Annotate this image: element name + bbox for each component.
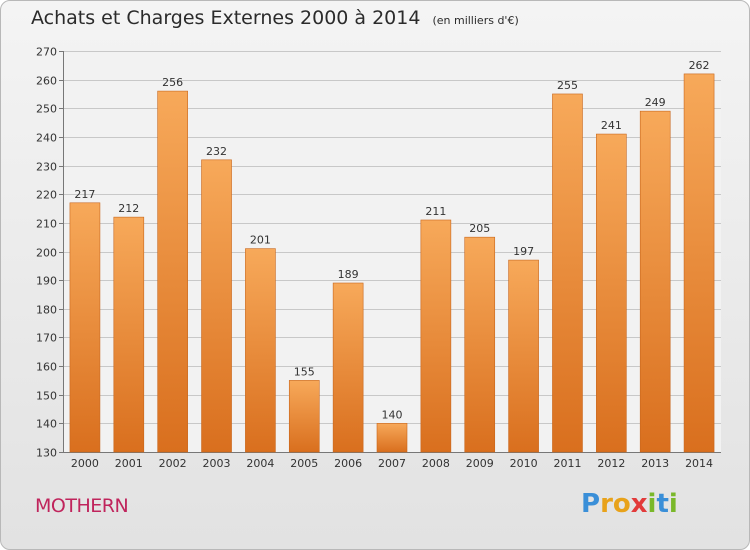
proxiti-logo: Proxiti xyxy=(581,489,678,519)
data-label: 140 xyxy=(382,408,403,421)
x-tick-label: 2000 xyxy=(71,457,99,470)
logo-letter: o xyxy=(612,489,631,519)
y-tick-label: 260 xyxy=(36,75,57,88)
bar xyxy=(332,282,364,453)
logo-letter: i xyxy=(647,489,657,519)
x-tick-label: 2007 xyxy=(378,457,406,470)
x-tick-label: 2010 xyxy=(510,457,538,470)
bar xyxy=(157,90,188,453)
bar xyxy=(552,93,583,453)
data-label: 256 xyxy=(162,76,183,89)
x-tick-label: 2003 xyxy=(203,457,231,470)
data-label: 232 xyxy=(206,145,227,158)
bar xyxy=(288,380,320,453)
y-tick-label: 150 xyxy=(36,390,57,403)
data-label: 197 xyxy=(513,245,534,258)
x-tick-label: 2011 xyxy=(553,457,581,470)
y-tick-label: 250 xyxy=(36,103,57,116)
chart-subtitle: (en milliers d'€) xyxy=(432,14,519,27)
y-tick-label: 160 xyxy=(36,361,57,374)
bar xyxy=(201,159,232,453)
data-label: 201 xyxy=(250,234,271,247)
y-tick-label: 180 xyxy=(36,304,57,317)
x-tick-label: 2008 xyxy=(422,457,450,470)
x-tick-label: 2009 xyxy=(466,457,494,470)
x-tick-label: 2005 xyxy=(290,457,318,470)
chart-title: Achats et Charges Externes 2000 à 2014 xyxy=(31,7,421,29)
y-tick-label: 240 xyxy=(36,132,57,145)
bar xyxy=(596,133,627,453)
x-tick-label: 2004 xyxy=(246,457,274,470)
data-label: 205 xyxy=(469,222,490,235)
x-tick-label: 2012 xyxy=(597,457,625,470)
bar xyxy=(420,219,452,453)
x-tick-label: 2002 xyxy=(159,457,187,470)
logo-letter: P xyxy=(581,489,601,519)
bar xyxy=(683,73,715,453)
data-label: 262 xyxy=(689,59,710,72)
bar xyxy=(639,110,671,453)
logo-letter: i xyxy=(668,489,678,519)
data-label: 212 xyxy=(118,202,139,215)
data-label: 255 xyxy=(557,79,578,92)
y-tick-label: 170 xyxy=(36,332,57,345)
y-tick-label: 220 xyxy=(36,189,57,202)
x-tick-label: 2014 xyxy=(685,457,713,470)
data-label: 189 xyxy=(338,268,359,281)
bar xyxy=(245,248,276,453)
bars xyxy=(69,73,715,453)
y-tick-label: 140 xyxy=(36,418,57,431)
y-tick-label: 190 xyxy=(36,275,57,288)
data-labels: 217 212 256 232 201 155 189 140 211 205 197 255 241 2… xyxy=(74,59,709,421)
x-tick-label: 2013 xyxy=(641,457,669,470)
data-label: 241 xyxy=(601,119,622,132)
data-label: 211 xyxy=(425,205,446,218)
x-tick-label: 2001 xyxy=(115,457,143,470)
y-tick-label: 200 xyxy=(36,247,57,260)
bar xyxy=(113,216,145,453)
data-label: 217 xyxy=(74,188,95,201)
x-tick-label: 2006 xyxy=(334,457,362,470)
y-tick-label: 210 xyxy=(36,218,57,231)
commune-name: MOTHERN xyxy=(35,495,129,517)
y-tick-label: 270 xyxy=(36,46,57,59)
y-tick-label: 230 xyxy=(36,161,57,174)
y-tick-label: 130 xyxy=(36,447,57,460)
bar xyxy=(376,423,408,453)
data-label: 249 xyxy=(645,96,666,109)
logo-letter: t xyxy=(656,489,669,519)
logo-letter: x xyxy=(630,489,648,519)
bar xyxy=(508,259,539,453)
title-row: Achats et Charges Externes 2000 à 2014 (… xyxy=(31,7,519,29)
bar xyxy=(464,236,496,453)
axes: 130 140 150 160 170 180 190 200 210 220 230 240 250 2… xyxy=(36,46,721,470)
data-label: 155 xyxy=(294,365,315,378)
bar xyxy=(69,202,101,453)
logo-letter: r xyxy=(600,489,613,519)
